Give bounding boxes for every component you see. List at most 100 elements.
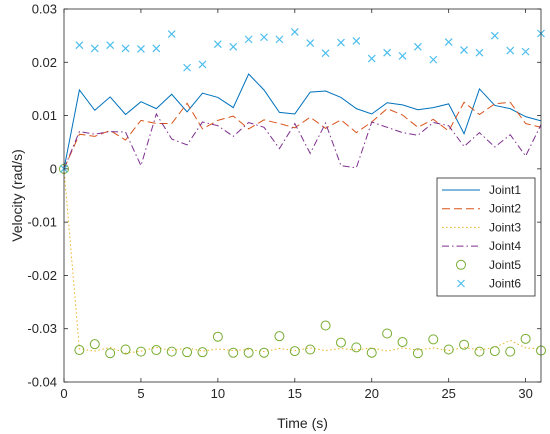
legend-item-joint4: Joint4 [442, 239, 521, 253]
data-point-joint5 [197, 347, 208, 358]
legend-item-joint1: Joint1 [442, 183, 521, 197]
legend-label-joint2: Joint2 [489, 202, 521, 216]
x-tick-label: 30 [518, 386, 532, 401]
x-tick-label: 10 [211, 386, 225, 401]
y-tick-label: -0.03 [27, 321, 57, 336]
data-point-joint5 [243, 347, 254, 358]
data-point-joint6 [460, 46, 468, 54]
data-point-joint5 [274, 331, 285, 342]
data-point-joint6 [506, 46, 515, 55]
x-tick-label: 25 [441, 386, 455, 401]
axes: 0 5 10 15 20 25 30 -0.04 -0.03 -0.02 -0.01 0 0.01 0.0… [27, 2, 542, 401]
legend-label-joint6: Joint6 [489, 277, 521, 291]
data-point-joint5 [351, 342, 362, 353]
data-point-joint6 [213, 40, 222, 49]
data-point-joint5 [320, 320, 331, 331]
legend-label-joint5: Joint5 [489, 258, 521, 272]
legend-label-joint4: Joint4 [489, 239, 521, 253]
legend-swatch-joint6 [457, 279, 465, 288]
legend-item-joint2: Joint2 [442, 202, 521, 216]
data-point-joint5 [412, 348, 423, 359]
data-point-joint5 [212, 331, 223, 342]
series-line-joint2 [63, 101, 542, 170]
data-point-joint6 [244, 35, 253, 44]
y-tick-label: 0 [50, 161, 57, 176]
data-point-joint6 [306, 39, 315, 48]
y-tick-label: 0.01 [32, 108, 57, 123]
x-tick-label: 0 [60, 386, 67, 401]
y-tick-label: -0.02 [27, 268, 57, 283]
data-point-joint6 [198, 60, 207, 69]
legend-box [436, 177, 536, 297]
data-point-joint5 [366, 347, 377, 358]
axes-frame [63, 8, 542, 383]
data-point-joint6 [137, 45, 145, 53]
data-point-joint5 [74, 345, 85, 356]
data-point-joint6 [337, 38, 345, 47]
legend-swatch-joint5 [456, 259, 466, 270]
data-point-joint5 [489, 346, 500, 357]
data-point-joint6 [106, 41, 115, 50]
data-point-joint6 [90, 44, 99, 53]
data-point-joint5 [289, 346, 300, 357]
data-point-joint5 [228, 347, 239, 358]
legend-item-joint5: Joint5 [456, 258, 521, 272]
data-point-joint6 [167, 30, 176, 38]
data-point-joint6 [229, 42, 238, 51]
data-point-joint6 [290, 27, 299, 36]
data-point-joint5 [182, 347, 193, 358]
x-axis-label: Time (s) [277, 415, 328, 431]
data-point-joint6 [152, 44, 161, 53]
data-point-joint6 [490, 31, 499, 40]
x-tick-label: 15 [288, 386, 302, 401]
legend-item-joint3: Joint3 [442, 220, 521, 234]
series-line-joint3 [63, 168, 542, 354]
data-point-joint5 [520, 333, 531, 344]
y-tick-label: -0.04 [27, 375, 57, 390]
data-point-joint6 [367, 54, 376, 63]
data-point-joint5 [382, 328, 393, 339]
data-point-joint5 [335, 337, 346, 348]
data-point-joint6 [444, 38, 453, 46]
data-point-joint5 [151, 345, 162, 356]
data-point-joint5 [166, 346, 177, 357]
data-point-joint6 [275, 35, 284, 44]
legend-item-joint6: Joint6 [457, 277, 521, 291]
series-line-joint1 [63, 73, 542, 169]
data-point-joint5 [120, 344, 131, 355]
legend: Joint1 Joint2 Joint3 Joint4 Joint5 Joint6 [436, 177, 536, 297]
legend-label-joint1: Joint1 [489, 183, 521, 197]
data-point-joint6 [429, 55, 438, 64]
y-tick-label: 0.03 [32, 2, 57, 17]
data-point-joint6 [398, 51, 407, 60]
data-point-joint5 [459, 339, 470, 350]
data-point-joint5 [505, 346, 516, 357]
data-point-joint5 [89, 339, 100, 350]
data-point-joint5 [397, 337, 408, 348]
data-point-joint5 [105, 348, 116, 359]
y-axis-label: Velocity (rad/s) [9, 149, 25, 242]
data-point-joint5 [428, 334, 439, 345]
data-point-joint6 [75, 41, 84, 50]
data-point-joint6 [352, 37, 361, 45]
data-point-joint6 [121, 44, 130, 53]
series-line-joint4 [63, 112, 542, 170]
data-point-joint6 [475, 48, 484, 57]
data-point-joint6 [383, 48, 392, 57]
data-point-joint6 [521, 47, 530, 56]
x-tick-label: 5 [137, 386, 144, 401]
data-point-joint6 [260, 33, 268, 42]
data-point-joint6 [183, 63, 192, 72]
data-point-joint5 [305, 344, 316, 355]
y-tick-label: 0.02 [32, 55, 57, 70]
data-point-joint5 [259, 347, 270, 358]
data-point-joint5 [474, 346, 485, 357]
data-point-joint5 [135, 346, 146, 357]
data-point-joint5 [443, 344, 454, 355]
legend-label-joint3: Joint3 [489, 220, 521, 234]
y-tick-label: -0.01 [27, 215, 57, 230]
plot-area [59, 27, 546, 359]
data-point-joint6 [321, 49, 330, 58]
